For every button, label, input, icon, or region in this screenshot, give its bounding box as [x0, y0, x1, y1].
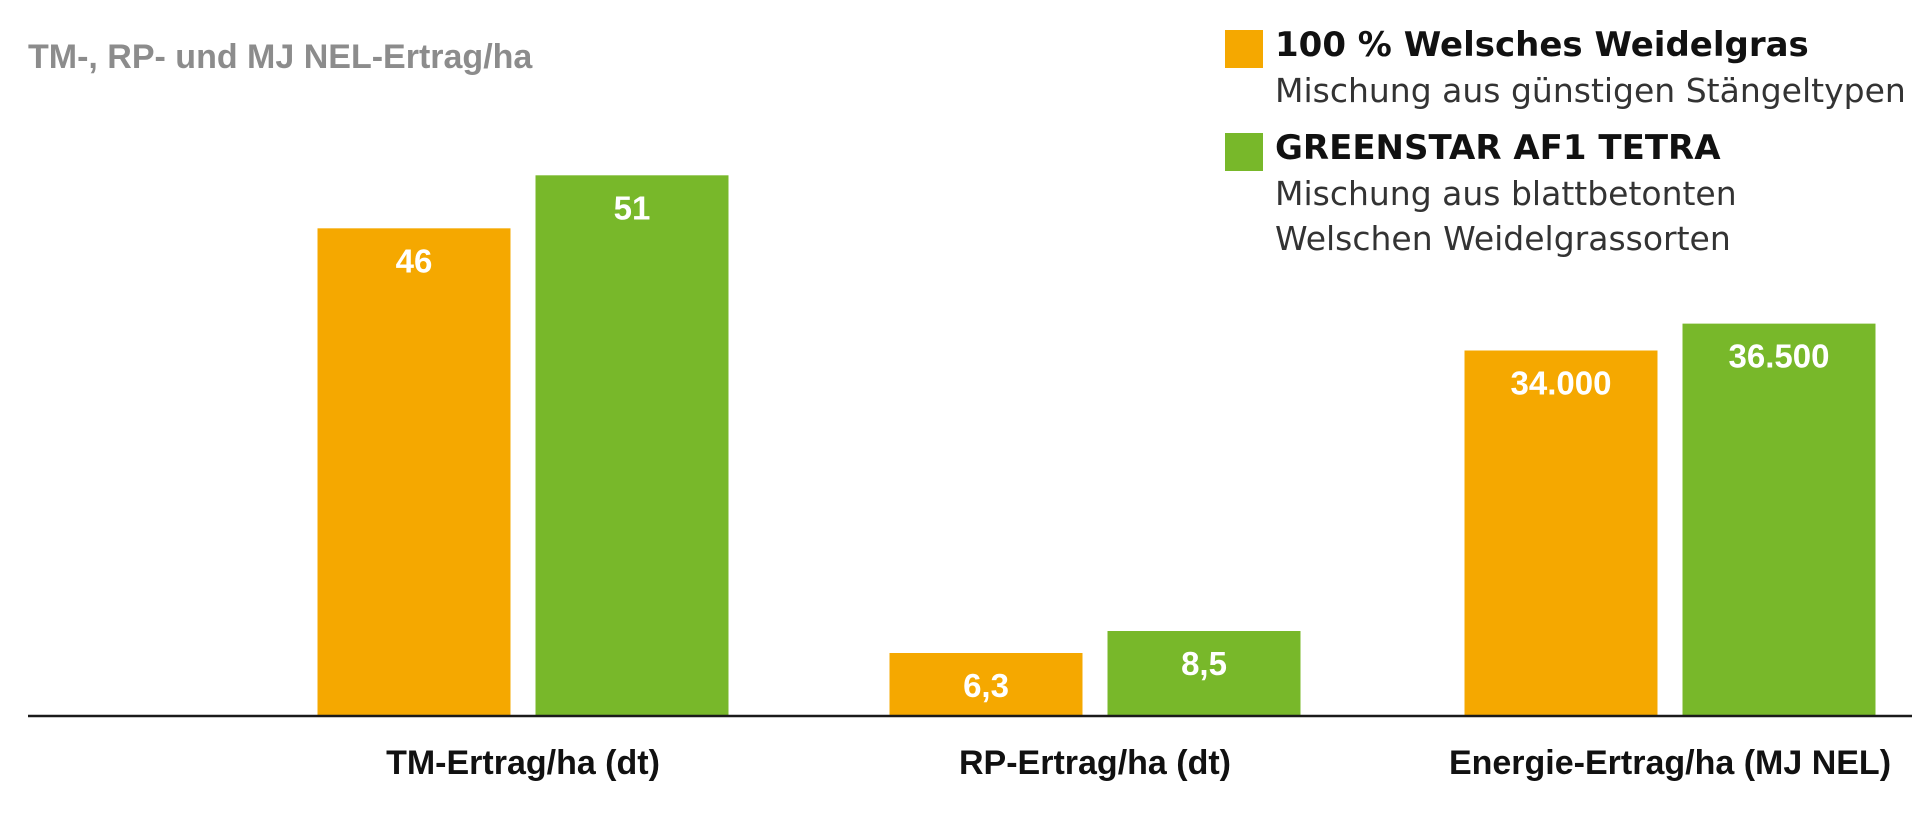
legend-item-series-2: GREENSTAR AF1 TETRA Mischung aus blattbe…: [1225, 125, 1906, 261]
category-label-1: TM-Ertrag/ha (dt): [386, 744, 660, 782]
bar-2-category-2: [1107, 631, 1301, 716]
category-label-3: Energie-Ertrag/ha (MJ NEL): [1449, 744, 1891, 782]
legend-description-series-2: Mischung aus blattbetonten Welschen Weid…: [1275, 174, 1737, 258]
category-label-2: RP-Ertrag/ha (dt): [959, 744, 1231, 782]
legend-description-series-1: Mischung aus günstigen Stängeltypen: [1275, 71, 1906, 110]
legend-swatch-series-1: [1225, 30, 1263, 68]
chart-title: TM-, RP- und MJ NEL-Ertrag/ha: [28, 38, 533, 76]
legend-item-series-1: 100 % Welsches Weidelgras Mischung aus g…: [1225, 22, 1906, 113]
bar-2-category-1: [535, 175, 729, 716]
data-label-1-category-2: 6,3: [963, 667, 1009, 704]
bar-1-category-1: [317, 228, 511, 717]
bar-2-category-3: [1682, 323, 1876, 716]
data-label-1-category-3: 34.000: [1511, 365, 1612, 402]
data-label-2-category-2: 8,5: [1181, 645, 1227, 682]
legend-swatch-series-2: [1225, 133, 1263, 171]
bar-1-category-3: [1464, 350, 1658, 716]
data-label-1-category-1: 46: [396, 242, 433, 279]
legend-name-series-1: 100 % Welsches Weidelgras: [1275, 25, 1809, 65]
bar-1-category-2: [889, 653, 1083, 716]
legend: 100 % Welsches Weidelgras Mischung aus g…: [1225, 22, 1906, 273]
legend-name-series-2: GREENSTAR AF1 TETRA: [1275, 128, 1721, 168]
data-label-2-category-1: 51: [614, 189, 651, 226]
data-label-2-category-3: 36.500: [1729, 338, 1830, 375]
